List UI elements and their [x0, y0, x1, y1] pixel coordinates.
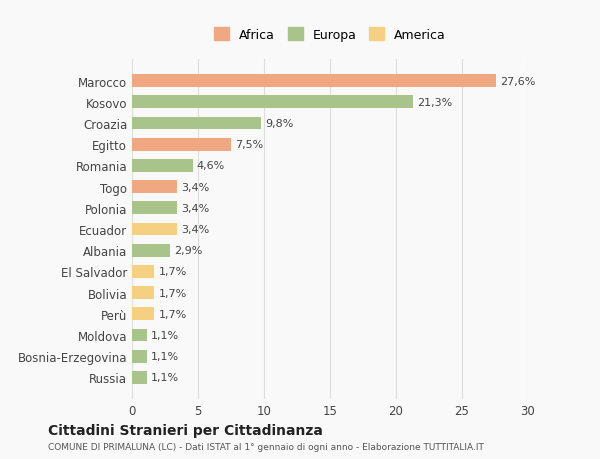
Text: 1,7%: 1,7%	[158, 288, 187, 298]
Bar	[132, 329, 146, 341]
Bar	[132, 350, 146, 363]
Bar	[132, 223, 177, 236]
Text: 7,5%: 7,5%	[235, 140, 263, 150]
Text: 4,6%: 4,6%	[197, 161, 225, 171]
Text: 1,1%: 1,1%	[151, 373, 179, 382]
Bar	[132, 308, 154, 320]
Bar	[132, 265, 154, 278]
Text: 1,1%: 1,1%	[151, 330, 179, 340]
Text: 1,7%: 1,7%	[158, 309, 187, 319]
Text: 9,8%: 9,8%	[265, 119, 293, 129]
Text: 21,3%: 21,3%	[417, 98, 452, 107]
Legend: Africa, Europa, America: Africa, Europa, America	[208, 22, 452, 48]
Bar	[132, 139, 231, 151]
Text: 3,4%: 3,4%	[181, 182, 209, 192]
Bar	[132, 118, 262, 130]
Bar	[132, 244, 170, 257]
Bar	[132, 75, 496, 88]
Text: Cittadini Stranieri per Cittadinanza: Cittadini Stranieri per Cittadinanza	[48, 423, 323, 437]
Text: 27,6%: 27,6%	[500, 77, 536, 86]
Bar	[132, 371, 146, 384]
Text: 3,4%: 3,4%	[181, 203, 209, 213]
Bar	[132, 181, 177, 194]
Text: 3,4%: 3,4%	[181, 224, 209, 235]
Text: 2,9%: 2,9%	[174, 246, 203, 256]
Text: COMUNE DI PRIMALUNA (LC) - Dati ISTAT al 1° gennaio di ogni anno - Elaborazione : COMUNE DI PRIMALUNA (LC) - Dati ISTAT al…	[48, 442, 484, 451]
Bar	[132, 160, 193, 173]
Text: 1,1%: 1,1%	[151, 352, 179, 361]
Bar	[132, 286, 154, 299]
Bar	[132, 96, 413, 109]
Bar	[132, 202, 177, 215]
Text: 1,7%: 1,7%	[158, 267, 187, 277]
